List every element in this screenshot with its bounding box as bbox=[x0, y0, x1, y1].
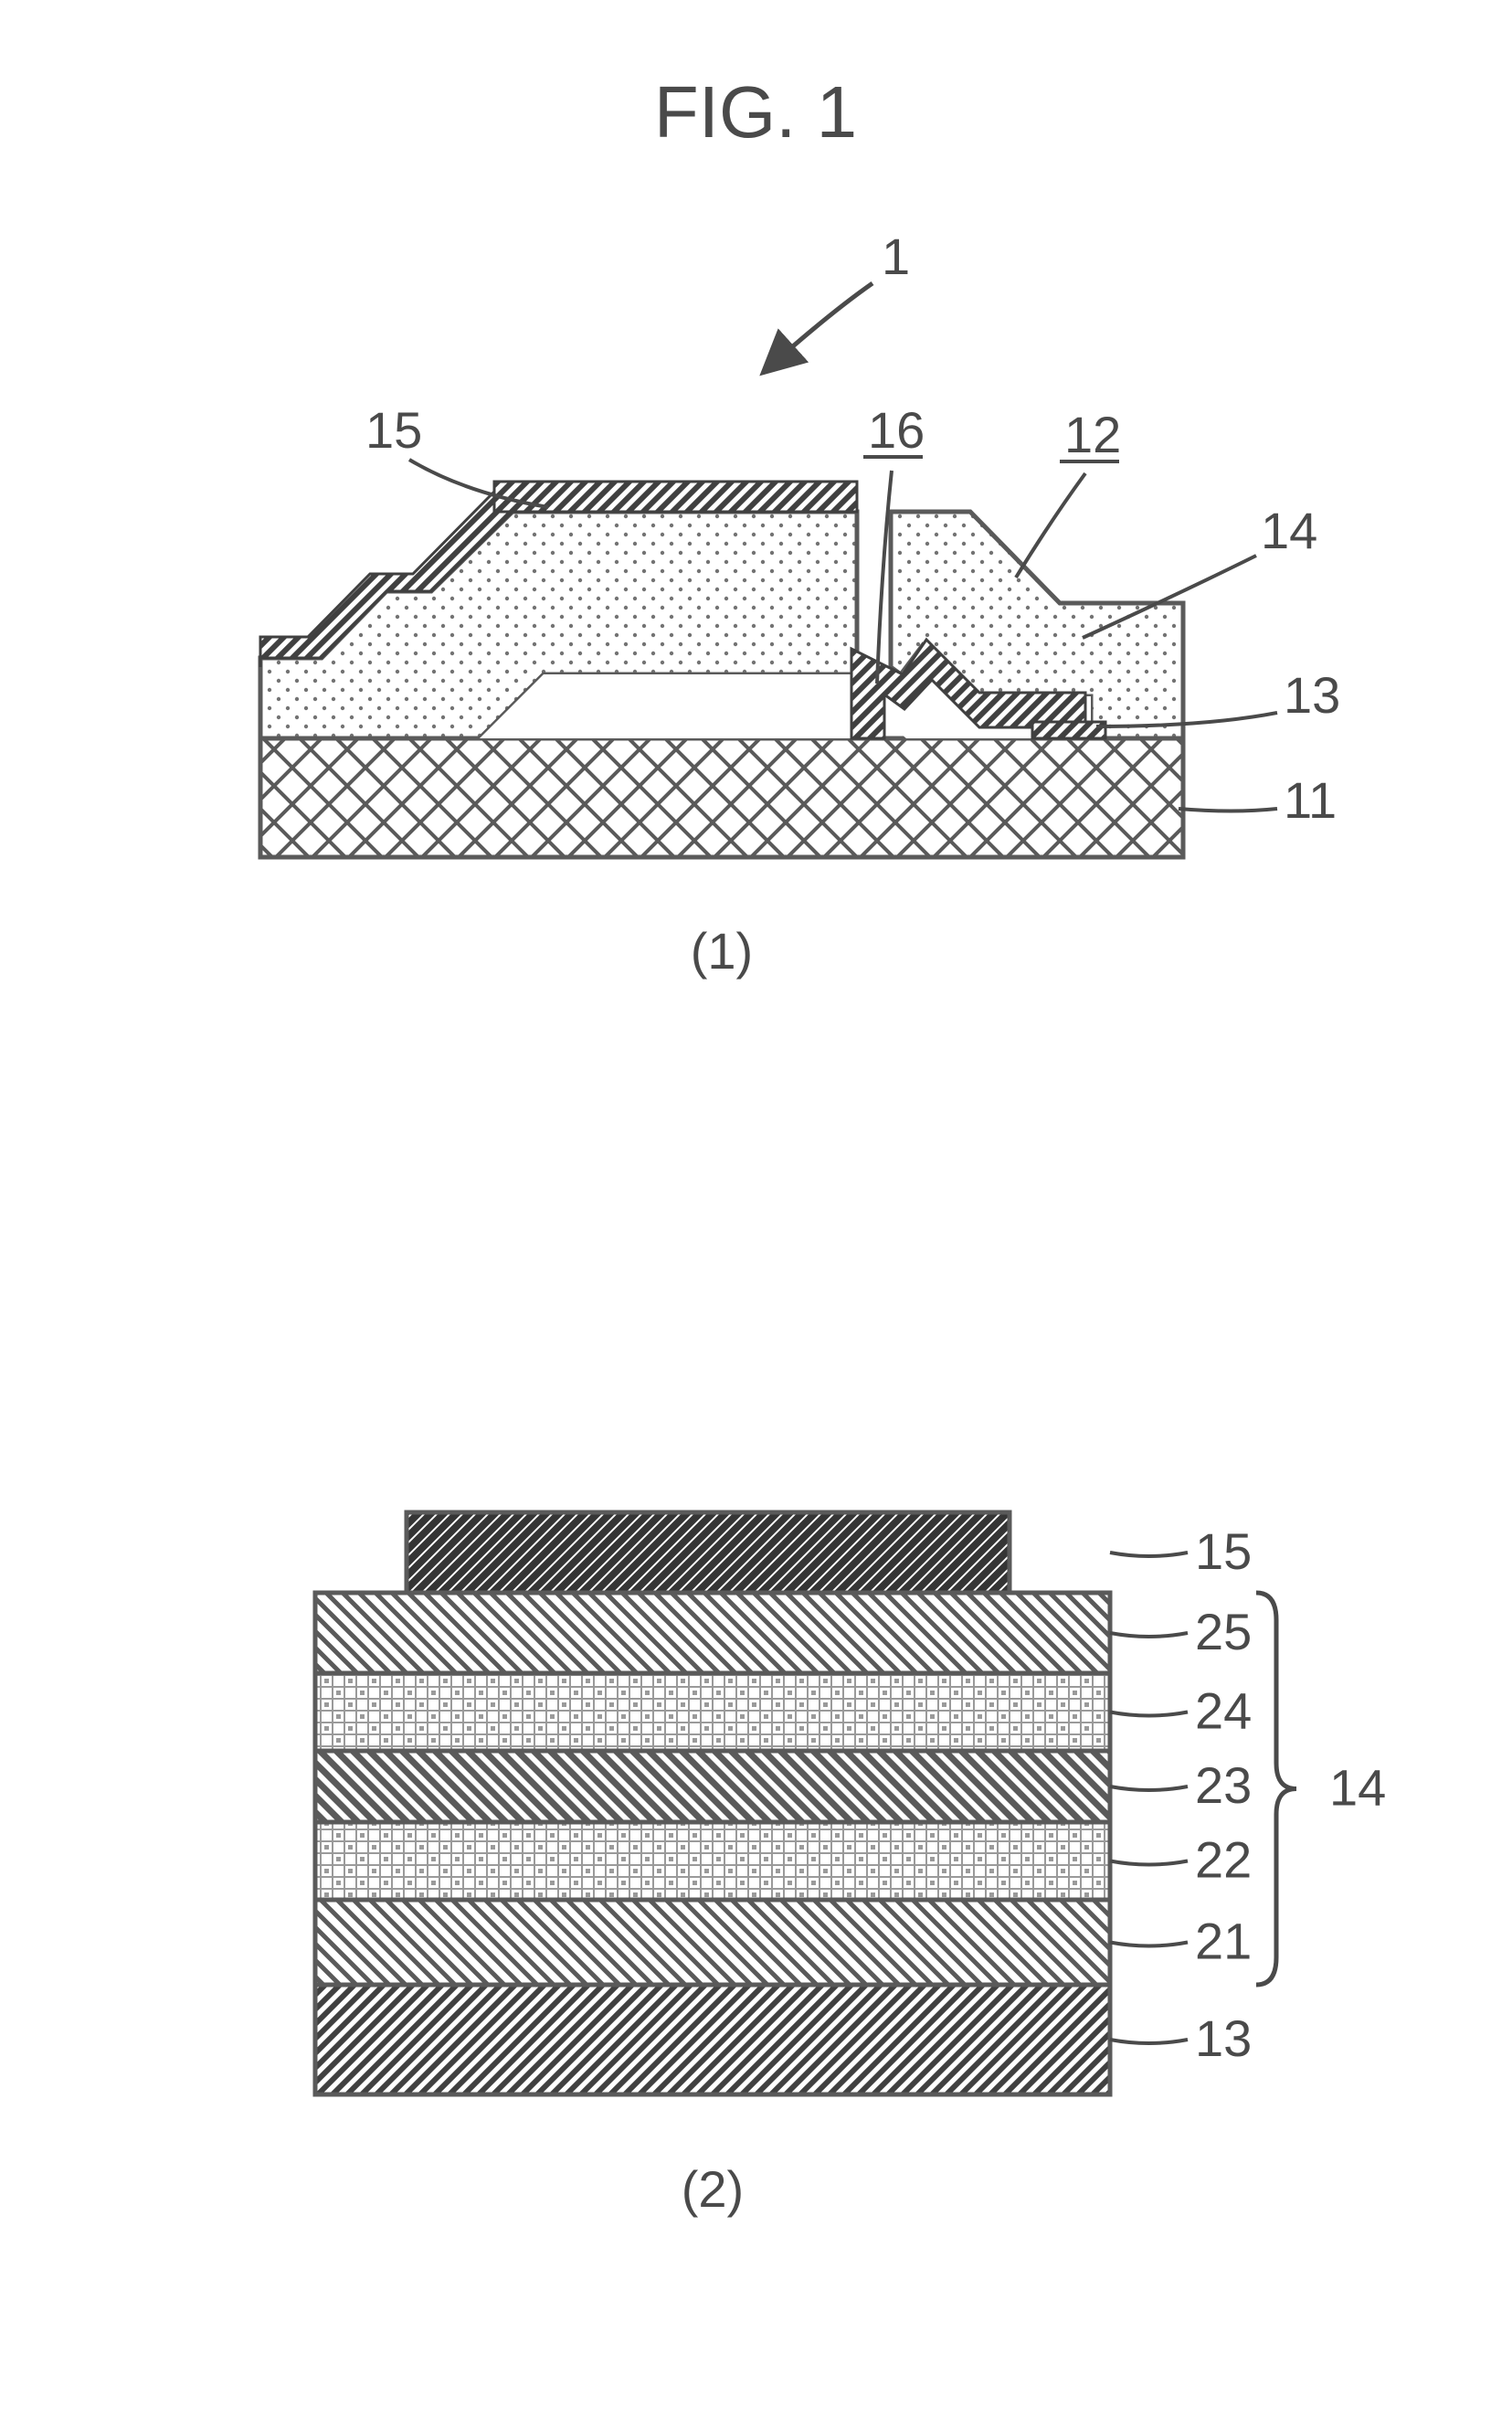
leader-23 bbox=[1110, 1786, 1188, 1790]
layer-22 bbox=[315, 1822, 1110, 1900]
subcaption-1: (1) bbox=[691, 922, 753, 980]
layer-23 bbox=[315, 1751, 1110, 1822]
leader-21 bbox=[1110, 1943, 1188, 1946]
callout-15: 15 bbox=[365, 401, 422, 459]
layer-24 bbox=[315, 1673, 1110, 1751]
leader-12 bbox=[1016, 473, 1085, 578]
figure-title: FIG. 1 bbox=[654, 71, 857, 153]
callout-13: 13 bbox=[1284, 666, 1340, 724]
layer-25 bbox=[315, 1593, 1110, 1673]
callout-13: 13 bbox=[1195, 2009, 1252, 2067]
callout-25: 25 bbox=[1195, 1603, 1252, 1660]
leader-15 bbox=[1110, 1553, 1188, 1556]
assembly-label-1: 1 bbox=[882, 228, 910, 285]
layer-21 bbox=[315, 1900, 1110, 1985]
assembly-arrow bbox=[763, 283, 872, 373]
callout-15: 15 bbox=[1195, 1522, 1252, 1580]
callout-21: 21 bbox=[1195, 1913, 1252, 1970]
layer-13-foot bbox=[1032, 722, 1105, 738]
figure-canvas: FIG. 1 1 15 16 12 bbox=[0, 0, 1512, 2417]
callout-11: 11 bbox=[1284, 771, 1337, 829]
callout-14-group: 14 bbox=[1329, 1759, 1386, 1817]
leader-11 bbox=[1179, 809, 1277, 811]
leader-24 bbox=[1110, 1712, 1188, 1716]
brace-14 bbox=[1256, 1593, 1296, 1985]
subfigure-2: 15 25 24 23 22 21 13 14 bbox=[315, 1512, 1386, 2094]
layer-15-top bbox=[494, 482, 857, 512]
subfigure-1: 1 15 16 12 14 13 11 (1) bbox=[260, 228, 1340, 980]
leader-13 bbox=[1110, 2040, 1188, 2043]
callout-22: 22 bbox=[1195, 1831, 1252, 1889]
callout-12: 12 bbox=[1064, 406, 1121, 463]
callout-14: 14 bbox=[1261, 502, 1317, 559]
leader-22 bbox=[1110, 1861, 1188, 1865]
callout-24: 24 bbox=[1195, 1682, 1252, 1740]
callout-16: 16 bbox=[868, 401, 925, 459]
layer-13 bbox=[315, 1985, 1110, 2094]
leader-25 bbox=[1110, 1633, 1188, 1637]
layer-11-substrate bbox=[260, 738, 1183, 857]
subcaption-2: (2) bbox=[682, 2160, 744, 2218]
callout-23: 23 bbox=[1195, 1756, 1252, 1814]
layer-15 bbox=[407, 1512, 1010, 1593]
